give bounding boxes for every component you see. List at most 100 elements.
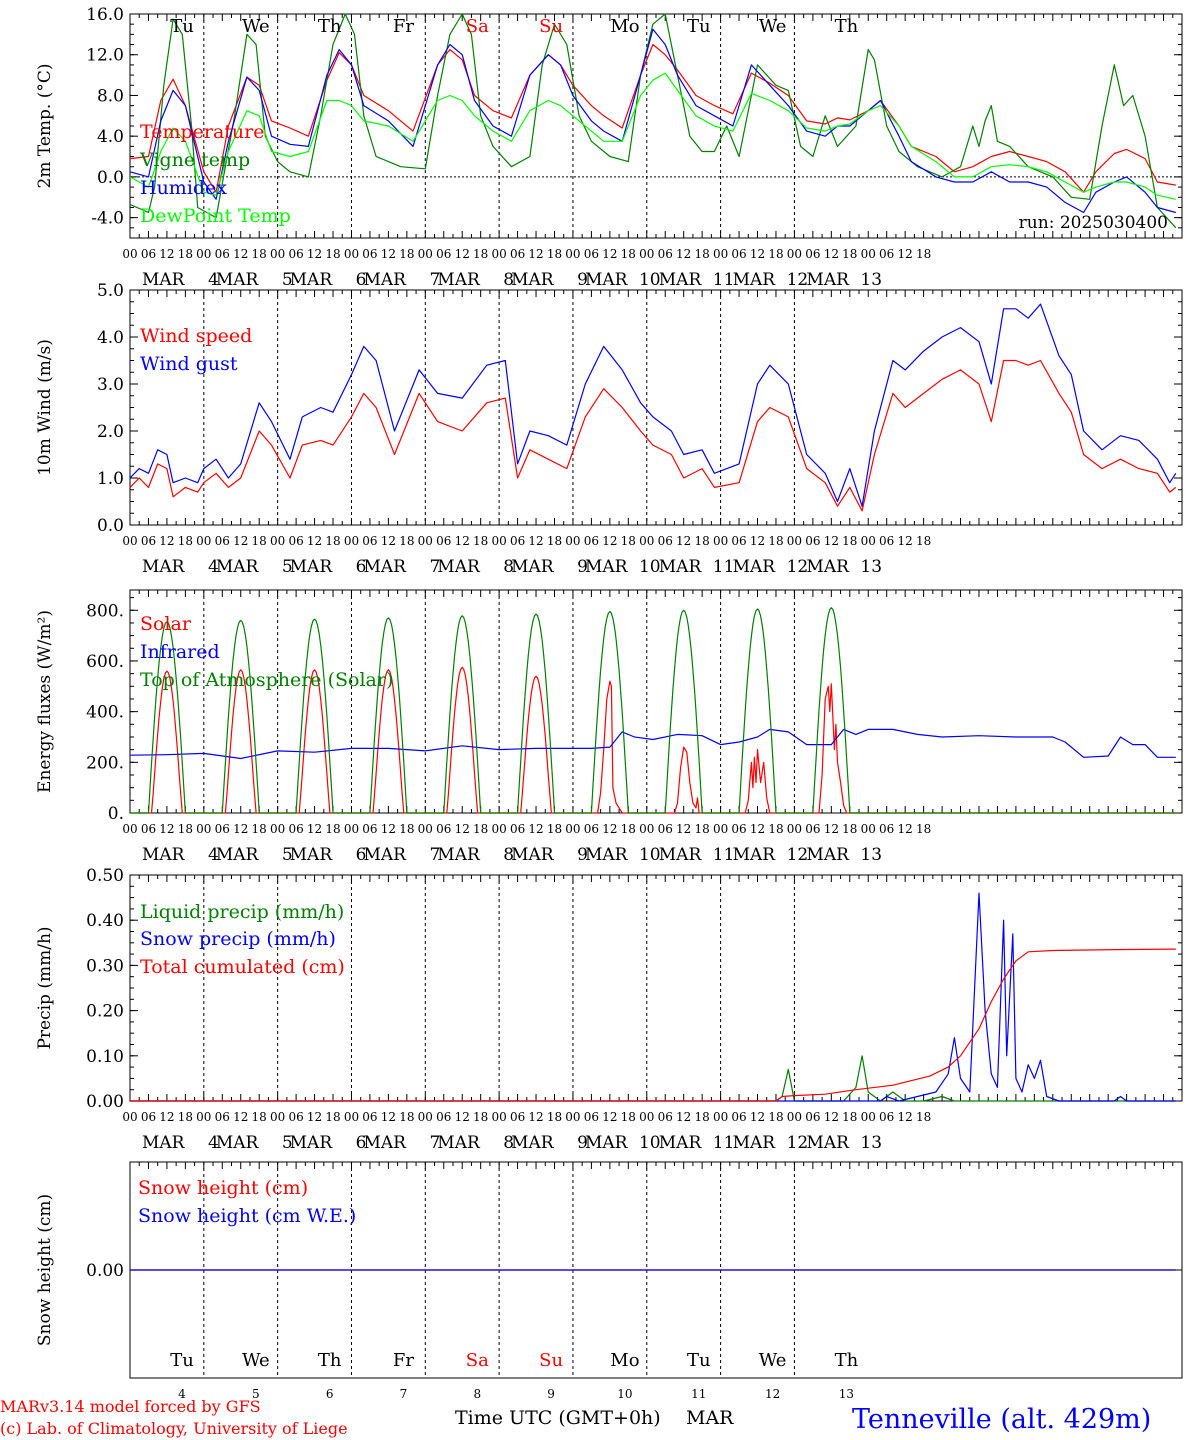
hour-tick-label: 06: [141, 247, 156, 261]
hour-tick-label: 12: [159, 247, 174, 261]
date-day-label: 5: [282, 270, 293, 290]
date-day-label: 11: [713, 557, 735, 577]
hour-tick-label: 12: [528, 822, 543, 836]
hour-tick-label: 00: [122, 822, 137, 836]
hour-tick-label: 12: [824, 247, 839, 261]
plot-frame: [129, 589, 1183, 814]
hour-tick-label: 00: [639, 247, 654, 261]
date-day-label: 5: [282, 845, 293, 865]
y-tick-label: 0.50: [86, 866, 124, 886]
hour-tick-label: 06: [584, 822, 599, 836]
hour-tick-label: 00: [639, 1110, 654, 1124]
hour-tick-label: 06: [141, 1110, 156, 1124]
series-line-solar: [130, 666, 1176, 814]
series-line-snow-precip-mm-h: [130, 892, 1176, 1102]
date-month-label: MAR: [733, 845, 777, 865]
y-axis-label: Precip (mm/h): [35, 926, 55, 1049]
hour-tick-label: 12: [602, 822, 617, 836]
hour-tick-label: 00: [713, 1110, 728, 1124]
y-tick-label: 12.0: [86, 46, 124, 66]
date-month-label: MAR: [585, 1133, 629, 1153]
hour-tick-label: 06: [215, 1110, 230, 1124]
day-name: Th: [835, 16, 859, 37]
legend-entry: Total cumulated (cm): [140, 956, 345, 978]
hour-tick-label: 12: [381, 247, 396, 261]
hour-tick-label: 00: [639, 822, 654, 836]
hour-tick-label: 06: [288, 822, 303, 836]
series-line-top-of-atmosphere-solar: [130, 607, 1176, 814]
panel-3: 800. 600. 400. 200. 0. Energy fluxes (W/m²) So…: [35, 589, 1183, 865]
hour-tick-label: 18: [768, 822, 783, 836]
hour-tick-label: 18: [399, 534, 414, 548]
hour-tick-label: 18: [916, 534, 931, 548]
hour-tick-label: 12: [381, 1110, 396, 1124]
hour-tick-label: 00: [196, 822, 211, 836]
hour-tick-label: 18: [399, 822, 414, 836]
hour-tick-label: 00: [565, 247, 580, 261]
date-day-label: 7: [429, 1133, 440, 1153]
hour-tick-label: 12: [898, 1110, 913, 1124]
date-day-label: 11: [713, 845, 735, 865]
hour-tick-label: 18: [621, 1110, 636, 1124]
hour-tick-label: 00: [787, 534, 802, 548]
date-month-label: MAR: [585, 270, 629, 290]
hour-tick-label: 00: [491, 822, 506, 836]
legend-entry: Wind gust: [140, 353, 238, 375]
date-day-label: 12: [787, 557, 809, 577]
hour-tick-label: 06: [731, 822, 746, 836]
date-day-label: 9: [577, 557, 588, 577]
hour-tick-label: 18: [694, 1110, 709, 1124]
date-month-label: MAR: [511, 845, 555, 865]
date-month-label: MAR: [585, 845, 629, 865]
date-month-label: MAR: [363, 1133, 407, 1153]
hour-tick-label: 18: [178, 822, 193, 836]
y-tick-label: 600.: [86, 652, 124, 672]
hour-tick-label: 00: [565, 534, 580, 548]
hour-tick-label: 18: [621, 247, 636, 261]
hour-tick-label: 12: [602, 1110, 617, 1124]
hour-tick-label: 06: [658, 247, 673, 261]
y-axis-label: 10m Wind (m/s): [35, 339, 55, 476]
hour-tick-label: 18: [842, 822, 857, 836]
hour-tick-label: 18: [252, 1110, 267, 1124]
date-month-label: MAR: [142, 1133, 186, 1153]
hour-tick-label: 06: [362, 534, 377, 548]
panel-5: 0.00 Snow height (cm) Snow height (cm) Snow…: [35, 1161, 1183, 1379]
hour-tick-label: 06: [510, 1110, 525, 1124]
panel-2: 5.0 4.0 3.0 2.0 1.0 0.0 10m Wind (m/s) Wind spe…: [35, 281, 1183, 577]
day-name: We: [759, 1350, 787, 1371]
hour-tick-label: 06: [436, 1110, 451, 1124]
hour-tick-label: 18: [694, 822, 709, 836]
date-month-label: MAR: [142, 270, 186, 290]
date-day-label: 4: [208, 270, 219, 290]
y-tick-label: 16.0: [86, 5, 124, 25]
hour-tick-label: 18: [916, 822, 931, 836]
hour-tick-label: 06: [584, 1110, 599, 1124]
date-month-label: MAR: [363, 845, 407, 865]
hour-tick-label: 06: [658, 534, 673, 548]
hour-tick-label: 06: [362, 247, 377, 261]
date-day-label: 9: [577, 270, 588, 290]
date-day-label: 8: [503, 557, 514, 577]
bottom-day-number: 7: [400, 1387, 408, 1401]
hour-tick-label: 18: [178, 1110, 193, 1124]
y-tick-label: 3.0: [97, 375, 124, 395]
hour-tick-label: 06: [215, 247, 230, 261]
date-month-label: MAR: [733, 557, 777, 577]
series-line-liquid-precip-mm-h: [130, 1055, 1176, 1102]
day-name: Su: [539, 1350, 563, 1371]
hour-tick-label: 00: [122, 534, 137, 548]
hour-tick-label: 06: [288, 247, 303, 261]
date-month-label: MAR: [142, 557, 186, 577]
date-day-label: 9: [577, 1133, 588, 1153]
date-day-label: 13: [860, 270, 882, 290]
y-tick-label: 0.20: [86, 1002, 124, 1022]
hour-tick-label: 12: [159, 1110, 174, 1124]
day-name: Sa: [466, 16, 489, 37]
hour-tick-label: 06: [879, 1110, 894, 1124]
y-tick-label: 0.30: [86, 956, 124, 976]
hour-tick-label: 00: [713, 534, 728, 548]
legend-entry: Infrared: [140, 641, 220, 663]
hour-tick-label: 12: [676, 1110, 691, 1124]
date-month-label: MAR: [806, 1133, 850, 1153]
